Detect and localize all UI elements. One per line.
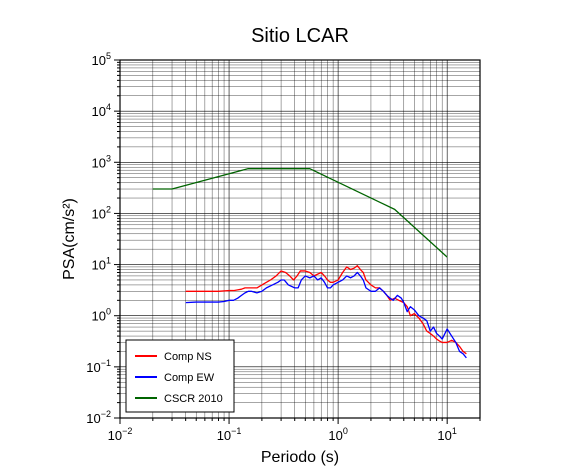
y-tick-label: 103 — [92, 153, 111, 170]
legend-label: Comp EW — [164, 372, 215, 384]
x-axis-label: Periodo (s) — [261, 449, 339, 466]
y-tick-label: 10−1 — [86, 358, 111, 375]
plot-frame — [119, 59, 481, 419]
series-line-2 — [185, 271, 467, 359]
x-tick-label: 10−2 — [108, 426, 133, 443]
y-tick-label: 102 — [92, 204, 111, 221]
legend-label: CSCR 2010 — [164, 393, 223, 405]
y-tick-label: 104 — [92, 102, 111, 119]
series-layer — [152, 168, 467, 359]
legend: Comp NS Comp EW CSCR 2010 — [125, 339, 235, 413]
y-tick-label: 101 — [92, 256, 111, 273]
chart-title: Sitio LCAR — [251, 25, 349, 47]
y-tick-label: 105 — [92, 51, 111, 68]
x-tick-label: 10−1 — [217, 426, 242, 443]
series-line-3 — [152, 168, 448, 258]
y-tick-label: 100 — [92, 307, 111, 324]
y-axis-label: PSA(cm/s²) — [61, 198, 78, 280]
y-tick-label: 10−2 — [86, 409, 111, 426]
legend-label: Comp NS — [164, 351, 212, 363]
x-tick-labels: 10−2 10−1 100 101 — [108, 426, 457, 443]
x-tick-label: 101 — [437, 426, 456, 443]
x-tick-label: 100 — [328, 426, 347, 443]
series-line-1 — [185, 265, 467, 355]
y-tick-labels: 10−2 10−1 100 101 102 103 104 105 — [86, 51, 111, 426]
